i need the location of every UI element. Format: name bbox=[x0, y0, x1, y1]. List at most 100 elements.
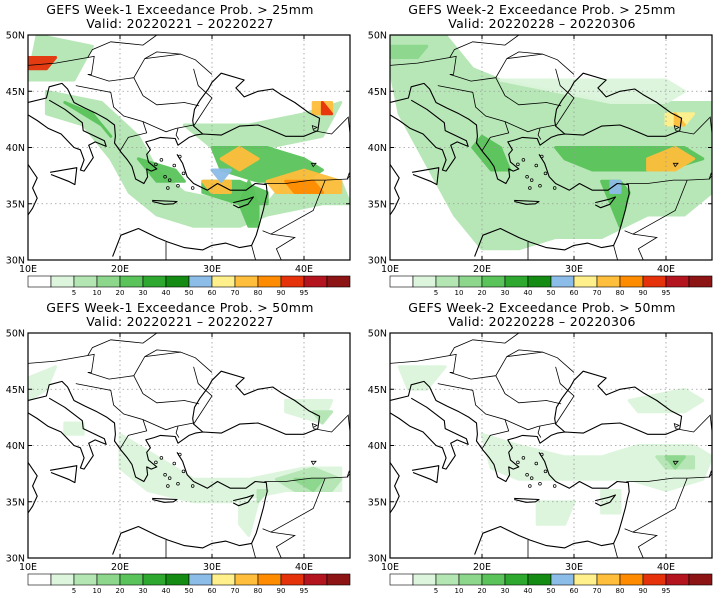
colorbar-swatch bbox=[550, 573, 575, 586]
panel-title: GEFS Week-1 Exceedance Prob. > 50mm bbox=[46, 300, 314, 315]
panel-week1-50mm: GEFS Week-1 Exceedance Prob. > 50mm Vali… bbox=[5, 298, 355, 596]
colorbar-swatch bbox=[573, 275, 598, 288]
island bbox=[528, 484, 532, 488]
island bbox=[525, 175, 529, 179]
country-border bbox=[555, 68, 575, 127]
lon-label: 10E bbox=[381, 264, 399, 275]
country-border bbox=[449, 351, 575, 380]
colorbar-label: 70 bbox=[593, 289, 602, 297]
lat-label: 40N bbox=[368, 441, 387, 452]
island bbox=[159, 456, 164, 460]
coastline bbox=[412, 167, 440, 186]
panel-valid-dates: Valid: 20220228 – 20220306 bbox=[448, 314, 636, 329]
lake bbox=[311, 422, 318, 429]
lat-label: 45N bbox=[6, 87, 25, 98]
lon-label: 20E bbox=[111, 562, 129, 573]
lat-label: 50N bbox=[368, 329, 387, 340]
colorbar-label: 5 bbox=[434, 289, 438, 297]
island bbox=[190, 186, 195, 190]
country-border bbox=[270, 531, 296, 558]
country-border bbox=[270, 233, 296, 260]
colorbar-swatch bbox=[257, 573, 282, 586]
colorbar-swatch bbox=[596, 275, 621, 288]
island bbox=[528, 186, 532, 190]
colorbar-label: 80 bbox=[254, 289, 263, 297]
colorbar-label: 5 bbox=[434, 587, 438, 595]
lat-label: 30N bbox=[6, 256, 25, 267]
colorbar-label: 50 bbox=[547, 289, 556, 297]
island bbox=[167, 476, 172, 480]
island bbox=[534, 461, 539, 466]
colorbar-swatch bbox=[142, 573, 167, 586]
country-border bbox=[626, 178, 711, 184]
colorbar-swatch bbox=[96, 275, 121, 288]
colorbar-swatch bbox=[412, 275, 437, 288]
map-background bbox=[28, 333, 350, 558]
lat-label: 50N bbox=[6, 329, 25, 340]
country-border bbox=[506, 51, 543, 59]
country-border bbox=[632, 233, 658, 260]
coastline bbox=[232, 494, 254, 507]
island bbox=[154, 460, 158, 465]
country-border bbox=[75, 85, 148, 152]
island bbox=[521, 158, 526, 162]
panel-week2-25mm: GEFS Week-2 Exceedance Prob. > 25mm Vali… bbox=[367, 0, 717, 298]
country-border bbox=[437, 383, 510, 450]
map-layers bbox=[390, 35, 712, 260]
colorbar-label: 60 bbox=[570, 289, 579, 297]
country-border bbox=[613, 245, 618, 260]
panel-valid-dates: Valid: 20220221 – 20220227 bbox=[86, 314, 274, 329]
map-layers bbox=[390, 333, 712, 558]
colorbar-swatch bbox=[665, 573, 690, 586]
colorbar-swatch bbox=[688, 573, 713, 586]
country-border bbox=[449, 55, 457, 75]
country-border bbox=[87, 353, 95, 373]
country-border bbox=[632, 531, 658, 558]
colorbar-label: 50 bbox=[185, 587, 194, 595]
coastline bbox=[554, 72, 683, 135]
colorbar-label: 50 bbox=[547, 587, 556, 595]
lake bbox=[310, 460, 317, 466]
country-border bbox=[133, 77, 200, 107]
lon-label: 20E bbox=[473, 264, 491, 275]
country-border bbox=[537, 426, 542, 438]
colorbar-swatch bbox=[96, 573, 121, 586]
colorbar-swatch bbox=[326, 275, 351, 288]
probability-contour bbox=[390, 44, 429, 59]
colorbar-label: 40 bbox=[162, 587, 171, 595]
colorbar-swatch bbox=[119, 573, 144, 586]
colorbar-swatch bbox=[481, 275, 506, 288]
colorbar-swatch bbox=[27, 275, 52, 288]
colorbar-label: 95 bbox=[300, 289, 309, 297]
colorbar-label: 10 bbox=[455, 587, 464, 595]
lon-label: 30E bbox=[203, 264, 221, 275]
colorbar-label: 50 bbox=[185, 289, 194, 297]
country-border bbox=[495, 375, 562, 405]
country-border bbox=[175, 128, 180, 140]
colorbar-swatch bbox=[573, 573, 598, 586]
lon-label: 40E bbox=[295, 562, 313, 573]
island bbox=[552, 186, 557, 190]
colorbar-swatch bbox=[188, 275, 213, 288]
lon-label: 30E bbox=[565, 562, 583, 573]
lon-label: 20E bbox=[111, 264, 129, 275]
island bbox=[172, 163, 177, 168]
coastline bbox=[28, 82, 319, 185]
map-layers bbox=[28, 35, 350, 260]
country-border bbox=[251, 245, 256, 260]
coastline bbox=[390, 462, 400, 514]
coastline bbox=[28, 462, 38, 514]
colorbar-swatch bbox=[619, 275, 644, 288]
colorbar-swatch bbox=[326, 573, 351, 586]
colorbar-swatch bbox=[596, 573, 621, 586]
lake bbox=[672, 162, 679, 168]
colorbar-label: 70 bbox=[231, 289, 240, 297]
probability-contour bbox=[256, 489, 269, 504]
lat-label: 45N bbox=[368, 87, 387, 98]
colorbar-swatch bbox=[234, 275, 259, 288]
coastline bbox=[412, 465, 440, 484]
island bbox=[543, 469, 548, 474]
colorbar-label: 30 bbox=[501, 587, 510, 595]
coastline bbox=[152, 199, 178, 205]
colorbar-swatch bbox=[303, 275, 328, 288]
